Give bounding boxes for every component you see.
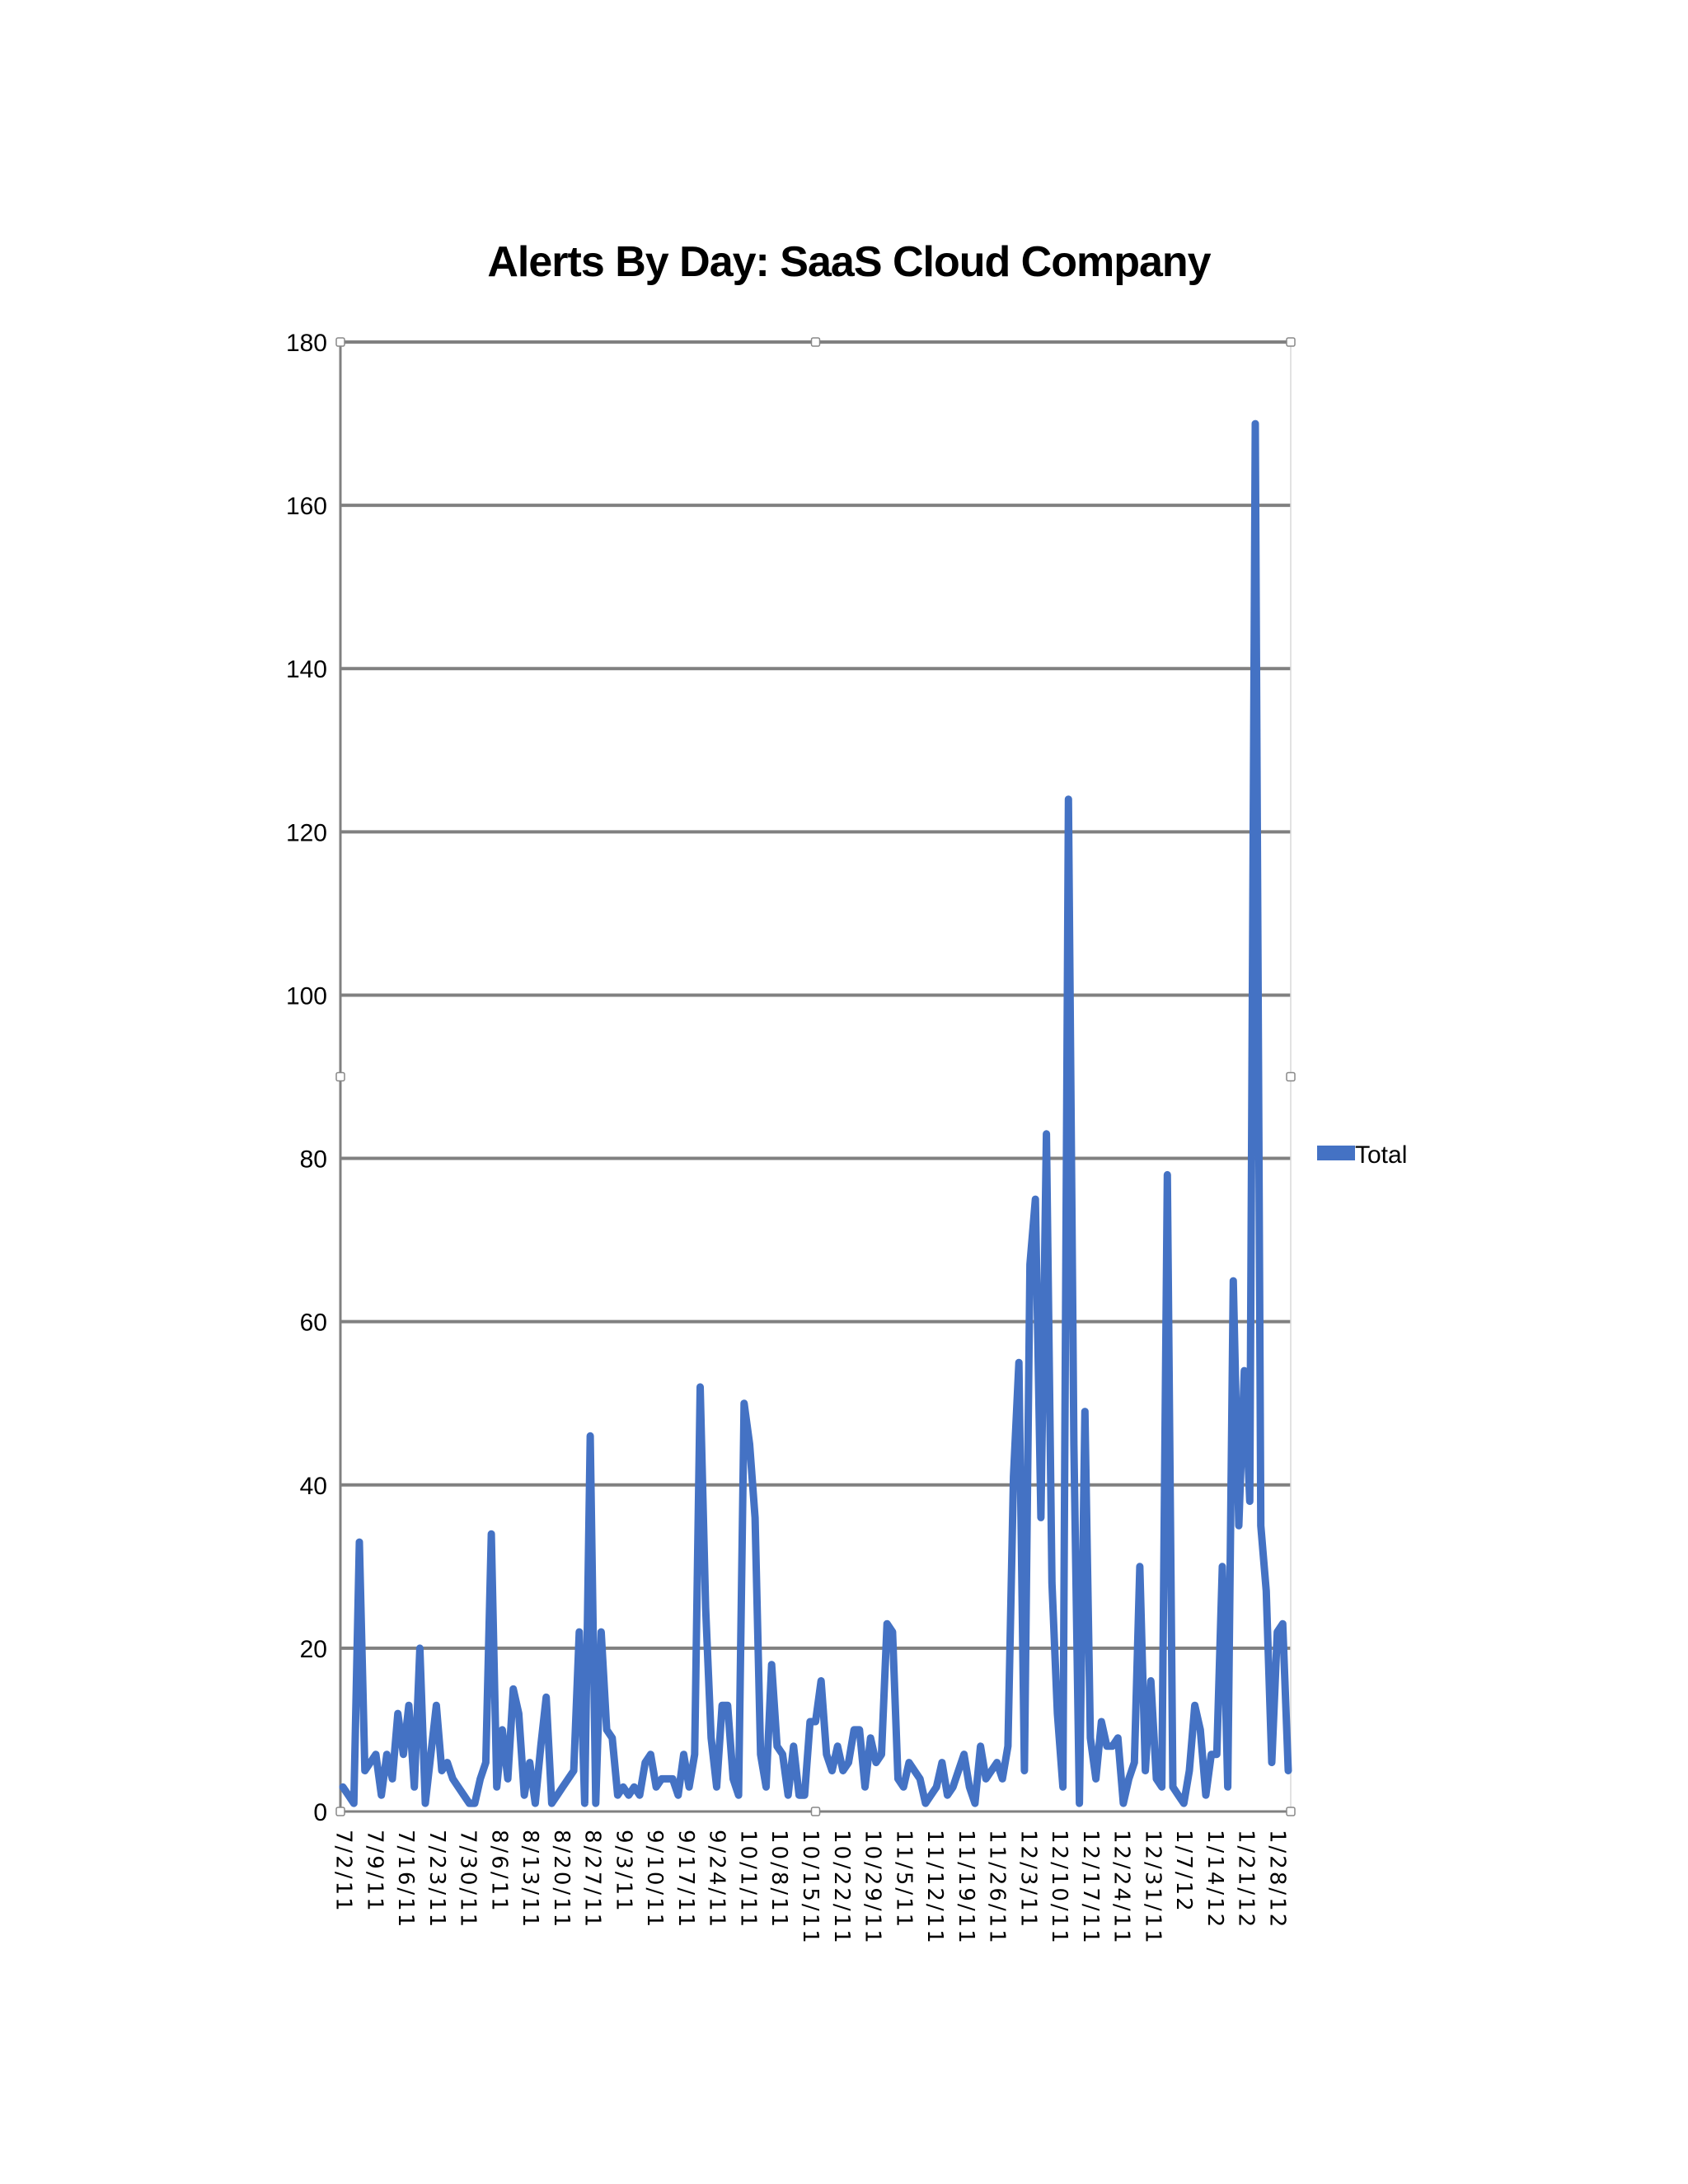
x-tick-label: 12/17/11: [1078, 1830, 1103, 1946]
series-lines: [339, 419, 1292, 1807]
x-tick-label: 9/24/11: [705, 1830, 729, 1929]
selection-handles: [335, 337, 1296, 1816]
x-tick-label: 8/13/11: [518, 1830, 542, 1929]
x-tick-label: 12/3/11: [1015, 1830, 1040, 1929]
x-tick-label: 12/10/11: [1047, 1830, 1071, 1946]
x-tick-label: 11/26/11: [985, 1830, 1010, 1946]
legend: Total: [1317, 1141, 1407, 1169]
x-tick-label: 8/20/11: [549, 1830, 574, 1929]
x-tick-label: 12/31/11: [1140, 1830, 1165, 1946]
x-tick-label: 7/30/11: [456, 1830, 481, 1929]
resize-handle: [810, 337, 821, 347]
x-tick-label: 7/2/11: [331, 1830, 356, 1914]
legend-swatch-total: [1317, 1146, 1355, 1160]
gridlines: [340, 340, 1291, 1650]
x-tick-label: 10/22/11: [829, 1830, 854, 1946]
x-tick-label: 11/12/11: [922, 1830, 947, 1946]
resize-handle: [810, 1807, 821, 1816]
legend-label-total: Total: [1355, 1141, 1407, 1169]
y-tick-label: 140: [286, 656, 327, 683]
y-tick-label: 180: [286, 330, 327, 357]
x-tick-label: 1/14/12: [1203, 1830, 1227, 1929]
x-tick-label: 10/15/11: [798, 1830, 823, 1946]
resize-handle: [1286, 1807, 1296, 1816]
x-axis-tick-labels: 7/2/11 7/9/11 7/16/11 7/23/11 7/30/11 8/6/11 8…: [331, 1830, 1290, 1946]
y-axis-tick-labels: 0 20 40 60 80 100 120 140 160 180: [286, 330, 327, 1826]
resize-handle: [1286, 1071, 1296, 1082]
x-tick-label: 8/27/11: [580, 1830, 605, 1929]
axes: [339, 342, 1292, 1813]
x-tick-label: 10/29/11: [860, 1830, 885, 1946]
y-tick-label: 120: [286, 819, 327, 846]
resize-handle: [335, 337, 345, 347]
x-tick-label: 1/21/12: [1234, 1830, 1259, 1929]
x-tick-label: 7/23/11: [424, 1830, 449, 1929]
x-tick-label: 1/7/12: [1171, 1830, 1196, 1914]
x-tick-label: 11/5/11: [891, 1830, 916, 1929]
x-tick-label: 7/9/11: [362, 1830, 387, 1914]
y-tick-label: 160: [286, 493, 327, 520]
resize-handle: [1286, 337, 1296, 347]
y-tick-label: 60: [300, 1310, 327, 1337]
x-tick-label: 10/1/11: [735, 1830, 760, 1929]
y-tick-label: 0: [313, 1799, 327, 1826]
x-tick-label: 12/24/11: [1109, 1830, 1134, 1946]
x-tick-label: 9/3/11: [611, 1830, 635, 1914]
y-tick-label: 80: [300, 1146, 327, 1174]
series-line-total: [339, 419, 1292, 1807]
x-tick-label: 9/17/11: [673, 1830, 698, 1929]
x-tick-label: 9/10/11: [642, 1830, 667, 1929]
x-tick-label: 1/28/12: [1265, 1830, 1290, 1929]
y-tick-label: 100: [286, 982, 327, 1010]
x-tick-label: 11/19/11: [954, 1830, 978, 1946]
chart-title: Alerts By Day: SaaS Cloud Company: [487, 238, 1211, 286]
y-tick-label: 20: [300, 1636, 327, 1663]
x-tick-label: 8/6/11: [486, 1830, 511, 1914]
resize-handle: [335, 1807, 345, 1816]
y-tick-label: 40: [300, 1473, 327, 1500]
resize-handle: [335, 1071, 345, 1082]
x-tick-label: 7/16/11: [393, 1830, 418, 1929]
x-tick-label: 10/8/11: [767, 1830, 791, 1929]
